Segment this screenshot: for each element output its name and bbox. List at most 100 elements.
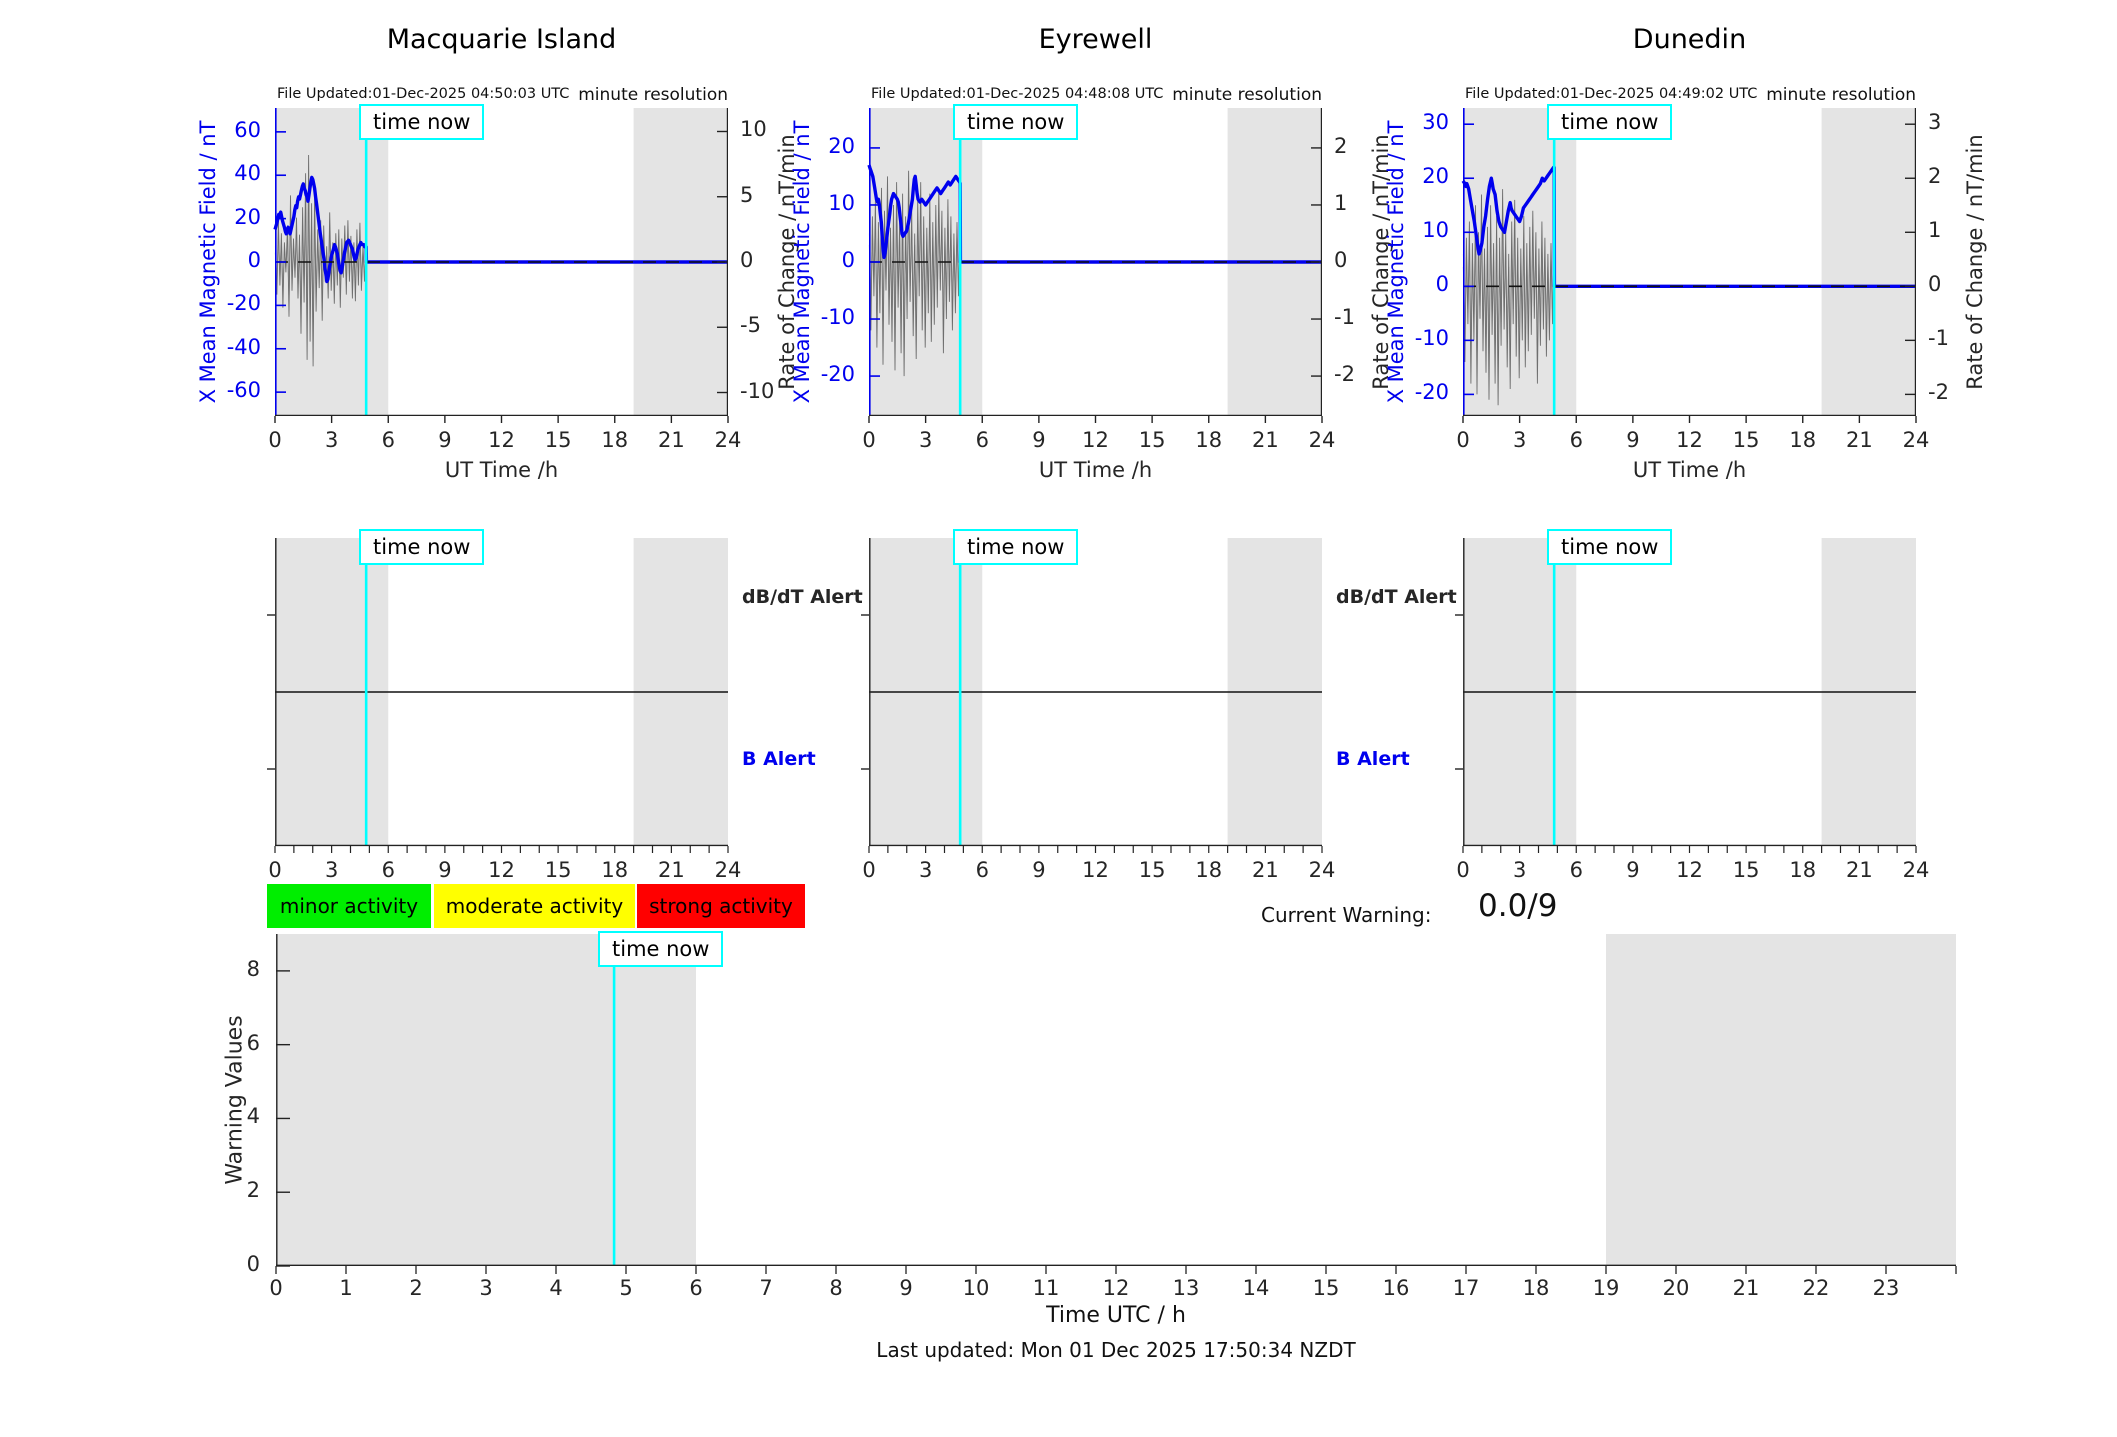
last-updated-note: Last updated: Mon 01 Dec 2025 17:50:34 N… xyxy=(876,1338,1356,1362)
b-alert-label: B Alert xyxy=(1336,748,1410,770)
tick-label: 24 xyxy=(1902,858,1930,882)
tick-label: 0 xyxy=(268,858,282,882)
tick-label: 9 xyxy=(899,1276,913,1300)
tick-label: 10 xyxy=(828,190,855,215)
tick-label: 40 xyxy=(234,161,261,186)
time-now-flag: time now xyxy=(1547,104,1673,140)
tick-label: 0 xyxy=(1435,272,1449,297)
tick-label: 8 xyxy=(246,956,260,981)
station-title: Macquarie Island xyxy=(386,24,617,55)
x-axis-label: UT Time /h xyxy=(444,458,559,482)
tick-label: 9 xyxy=(1626,428,1640,452)
tick-label: 3 xyxy=(1512,858,1527,882)
x-axis-label: UT Time /h xyxy=(1038,458,1153,482)
tick-label: 21 xyxy=(658,858,685,882)
station-plot-svg xyxy=(1461,108,1917,423)
b-alert-label: B Alert xyxy=(742,748,816,770)
bottom-x-axis-label: Time UTC / h xyxy=(1046,1303,1186,1328)
tick-label: 4 xyxy=(549,1276,563,1300)
time-now-flag: time now xyxy=(359,104,485,140)
resolution-note: minute resolution xyxy=(1172,85,1322,105)
tick-label: 11 xyxy=(1032,1276,1060,1300)
tick-label: 30 xyxy=(1422,110,1449,135)
station-title: Dunedin xyxy=(1632,24,1747,55)
tick-label: 18 xyxy=(601,428,629,452)
tick-label: 7 xyxy=(759,1276,773,1300)
time-now-flag: time now xyxy=(1547,529,1673,565)
tick-label: 17 xyxy=(1452,1276,1480,1300)
tick-label: 20 xyxy=(1422,164,1449,189)
tick-label: 0 xyxy=(862,428,876,452)
tick-label: 21 xyxy=(1732,1276,1760,1300)
tick-label: 3 xyxy=(1928,110,1942,135)
tick-label: 3 xyxy=(918,428,933,452)
tick-label: 3 xyxy=(324,858,339,882)
tick-label: 6 xyxy=(1569,858,1583,882)
tick-label: -20 xyxy=(820,362,855,387)
current-warning-value: 0.0/9 xyxy=(1478,888,1558,924)
tick-label: 6 xyxy=(246,1030,260,1055)
tick-label: 2 xyxy=(409,1276,423,1300)
tick-label: 0 xyxy=(246,1252,260,1276)
tick-label: 18 xyxy=(1195,858,1223,882)
tick-label: 6 xyxy=(975,428,989,452)
tick-label: 12 xyxy=(1676,858,1703,882)
file-updated-note: File Updated:01-Dec-2025 04:48:08 UTC xyxy=(871,86,1164,102)
tick-label: 21 xyxy=(1252,858,1279,882)
tick-label: 6 xyxy=(689,1276,703,1300)
tick-label: 6 xyxy=(381,428,395,452)
dbdt-alert-label: dB/dT Alert xyxy=(742,586,863,608)
tick-label: 15 xyxy=(1138,858,1166,882)
time-now-flag: time now xyxy=(598,931,724,967)
tick-label: -1 xyxy=(1334,305,1355,330)
tick-label: 18 xyxy=(1789,858,1817,882)
tick-label: 1 xyxy=(1334,190,1348,215)
tick-label: 12 xyxy=(1676,428,1703,452)
tick-label: 2 xyxy=(246,1178,260,1203)
alert-panel-svg xyxy=(1455,538,1917,853)
tick-label: 0 xyxy=(1928,272,1942,297)
tick-label: 18 xyxy=(1789,428,1817,452)
tick-label: 9 xyxy=(1626,858,1640,882)
tick-label: 10 xyxy=(1422,218,1449,243)
tick-label: 6 xyxy=(381,858,395,882)
file-updated-note: File Updated:01-Dec-2025 04:49:02 UTC xyxy=(1465,86,1758,102)
tick-label: 0 xyxy=(1334,248,1348,272)
tick-label: 0 xyxy=(1456,858,1470,882)
tick-label: 22 xyxy=(1802,1276,1830,1300)
current-warning-label: Current Warning: xyxy=(1261,903,1432,927)
tick-label: 2 xyxy=(1928,164,1942,189)
tick-label: 14 xyxy=(1242,1276,1270,1300)
tick-label: 15 xyxy=(544,428,572,452)
tick-label: 12 xyxy=(488,858,515,882)
tick-label: 15 xyxy=(1732,428,1760,452)
tick-label: 2 xyxy=(1334,133,1348,158)
tick-label: 21 xyxy=(1846,858,1873,882)
station-title: Eyrewell xyxy=(1038,24,1153,55)
tick-label: 10 xyxy=(740,117,767,142)
tick-label: 9 xyxy=(438,858,452,882)
tick-label: -1 xyxy=(1928,326,1949,351)
station-plot-svg xyxy=(867,108,1323,423)
tick-label: 4 xyxy=(246,1104,260,1129)
warning-chart-svg xyxy=(275,934,1957,1274)
tick-label: 20 xyxy=(234,204,261,229)
tick-label: 19 xyxy=(1592,1276,1620,1300)
tick-label: 10 xyxy=(962,1276,990,1300)
tick-label: 0 xyxy=(841,248,855,272)
tick-label: 0 xyxy=(247,248,261,272)
tick-label: 24 xyxy=(1902,428,1930,452)
tick-label: 3 xyxy=(479,1276,493,1300)
x-axis-label: UT Time /h xyxy=(1632,458,1747,482)
tick-label: 0 xyxy=(740,248,754,272)
tick-label: 15 xyxy=(1312,1276,1340,1300)
tick-label: -20 xyxy=(226,291,261,316)
tick-label: 6 xyxy=(1569,428,1583,452)
tick-label: 24 xyxy=(1308,428,1336,452)
tick-label: 12 xyxy=(1082,858,1109,882)
tick-label: 3 xyxy=(918,858,933,882)
tick-label: 20 xyxy=(828,133,855,158)
time-now-flag: time now xyxy=(953,104,1079,140)
tick-label: 18 xyxy=(1195,428,1223,452)
